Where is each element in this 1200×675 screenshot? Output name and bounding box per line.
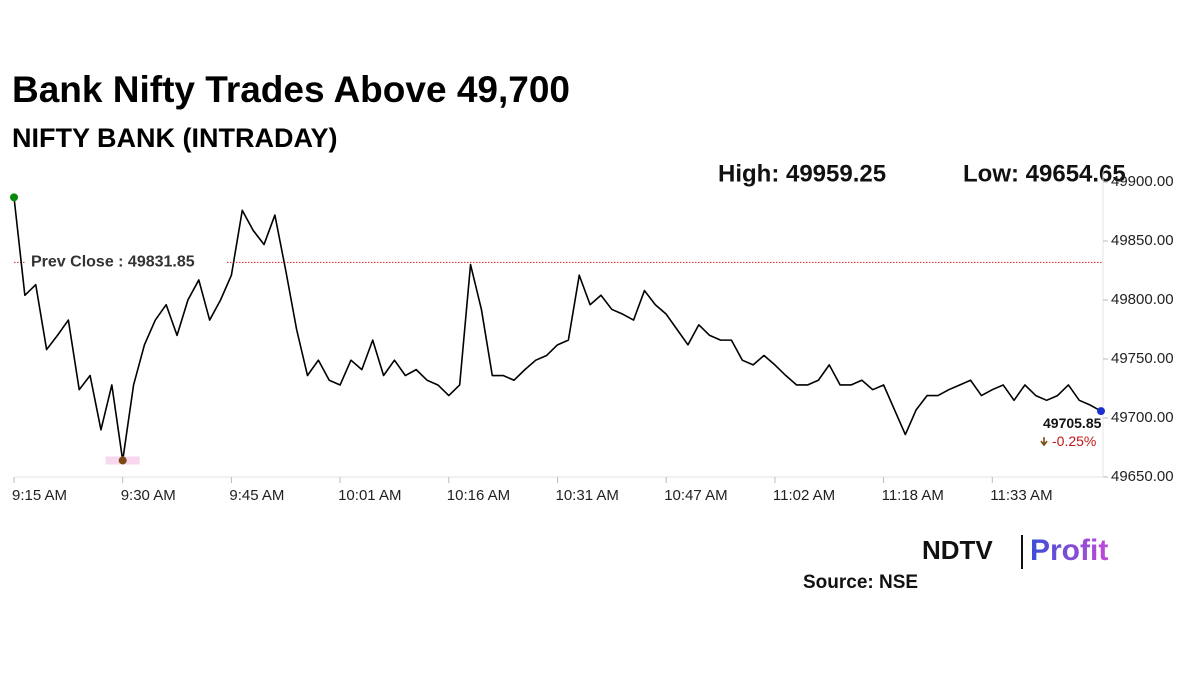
y-tick-label: 49750.00 bbox=[1111, 350, 1174, 367]
x-tick-label: 10:16 AM bbox=[447, 487, 510, 504]
high-stat: High: 49959.25 bbox=[718, 160, 886, 187]
last-value-label: 49705.85 bbox=[1043, 415, 1102, 431]
y-tick-label: 49800.00 bbox=[1111, 291, 1174, 308]
low-marker bbox=[118, 456, 127, 465]
x-tick-label: 10:31 AM bbox=[556, 487, 619, 504]
price-line bbox=[13, 197, 1102, 462]
end-marker bbox=[1097, 407, 1105, 416]
reference-label: Prev Close : 49831.85 bbox=[31, 254, 195, 271]
x-tick-label: 11:33 AM bbox=[990, 487, 1052, 504]
reference-label-bg bbox=[26, 251, 226, 274]
low-stat: Low: 49654.65 bbox=[963, 160, 1126, 187]
chart-title: Bank Nifty Trades Above 49,700 bbox=[12, 69, 570, 110]
x-tick-label: 10:47 AM bbox=[664, 487, 727, 504]
start-marker bbox=[10, 193, 18, 202]
x-tick-label: 9:15 AM bbox=[12, 487, 67, 504]
y-tick-label: 49700.00 bbox=[1111, 409, 1174, 426]
y-tick-label: 49850.00 bbox=[1111, 232, 1174, 249]
logo-profit: Profit bbox=[1030, 534, 1108, 567]
logo-ndtv: NDTV bbox=[922, 535, 993, 565]
y-tick-label: 49650.00 bbox=[1111, 468, 1174, 485]
x-tick-label: 9:30 AM bbox=[121, 487, 176, 504]
x-tick-label: 11:18 AM bbox=[882, 487, 944, 504]
chart-subtitle: NIFTY BANK (INTRADAY) bbox=[12, 123, 338, 153]
source: Source: NSE bbox=[803, 572, 918, 593]
x-tick-label: 9:45 AM bbox=[229, 487, 284, 504]
x-tick-label: 11:02 AM bbox=[773, 487, 835, 504]
y-tick-label: 49900.00 bbox=[1111, 173, 1174, 190]
change-arrow bbox=[1040, 437, 1048, 447]
x-tick-label: 10:01 AM bbox=[338, 487, 401, 504]
change-label: -0.25% bbox=[1052, 433, 1096, 449]
